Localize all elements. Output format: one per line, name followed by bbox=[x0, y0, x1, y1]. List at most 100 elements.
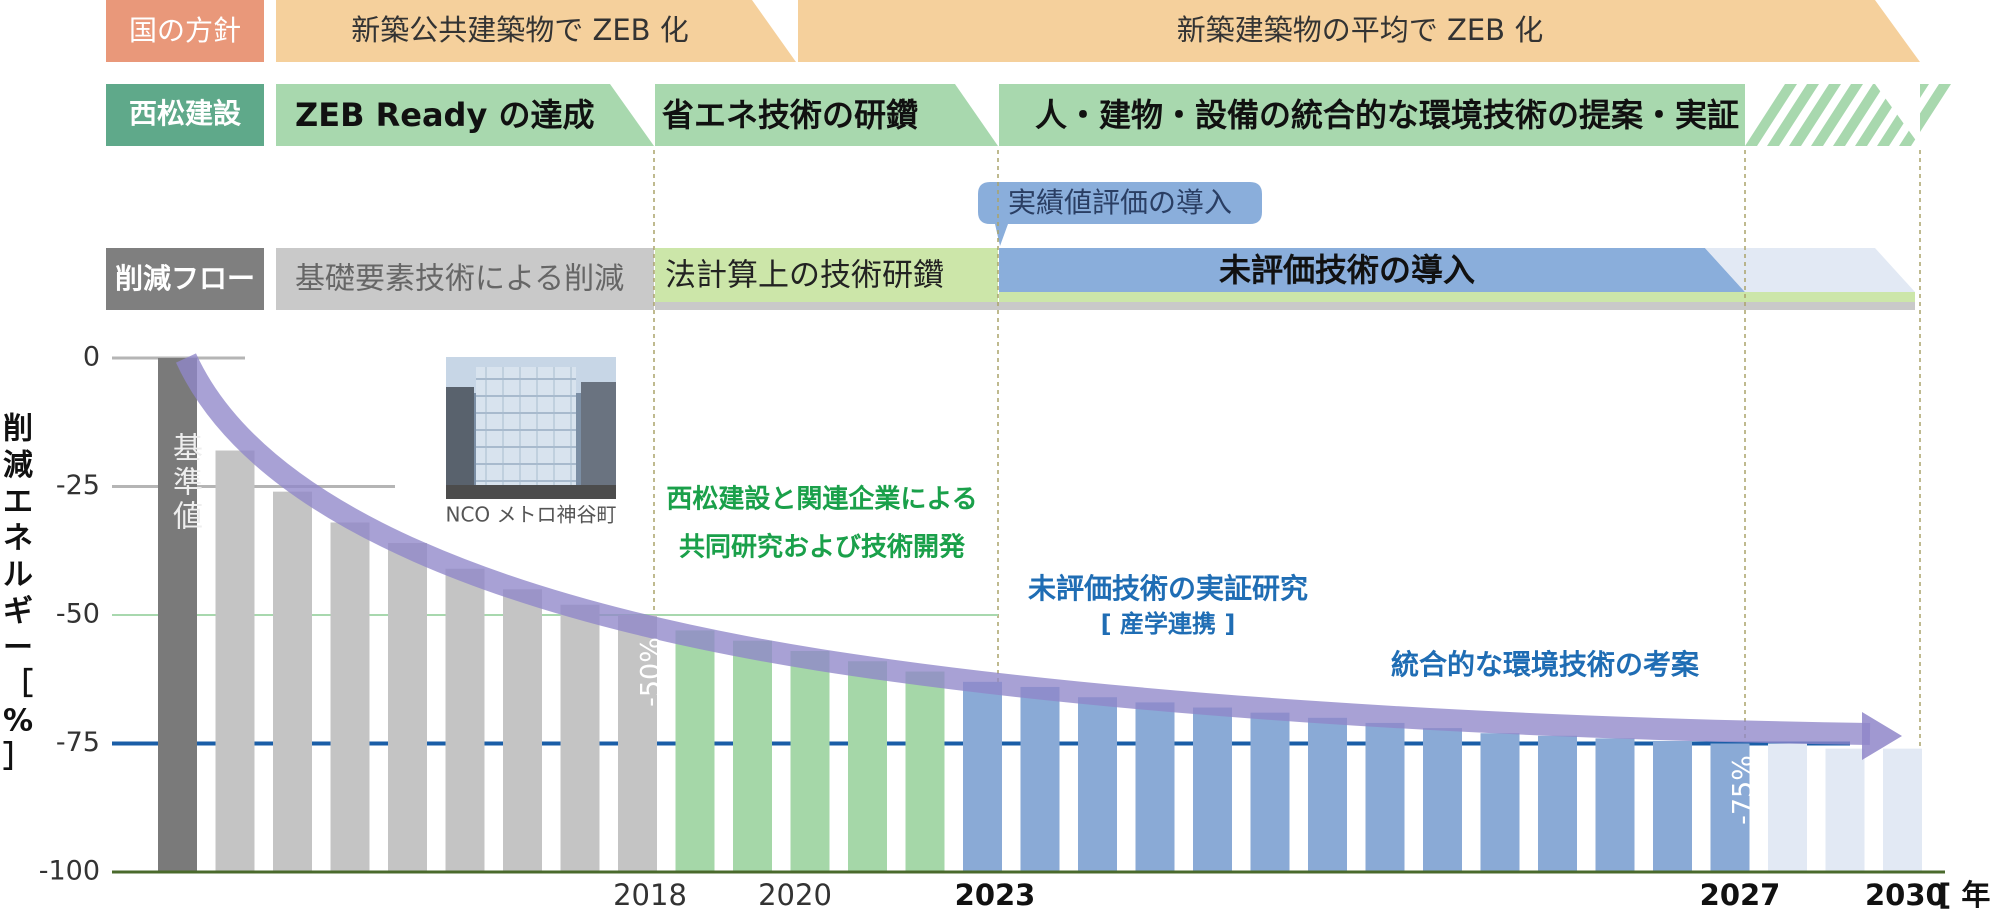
bar bbox=[1480, 733, 1520, 872]
marker-50: -50% bbox=[636, 637, 667, 707]
y-axis-label-char: ー bbox=[3, 631, 33, 666]
x-tick-label: 2020 bbox=[758, 878, 832, 912]
bar bbox=[445, 568, 485, 872]
policy-band-1 bbox=[276, 0, 796, 62]
flow-band-blue bbox=[999, 248, 1745, 292]
bar bbox=[1020, 686, 1060, 872]
policy-item-1: 新築公共建築物で ZEB 化 bbox=[351, 13, 689, 47]
flow-band-green bbox=[655, 248, 998, 302]
bar bbox=[1538, 735, 1577, 872]
baseline-label-char: 値 bbox=[173, 500, 203, 535]
company-band-1 bbox=[276, 84, 654, 146]
bar bbox=[1365, 722, 1405, 872]
y-axis-label-char: ］ bbox=[3, 740, 33, 775]
policy-label: 国の方針 bbox=[129, 14, 241, 47]
blue-annotation-3: 統合的な環境技術の考案 bbox=[1391, 648, 1700, 681]
bar bbox=[388, 543, 427, 872]
y-axis-label-char: ネ bbox=[3, 521, 33, 556]
flow-band-gray bbox=[276, 248, 654, 310]
trend-arrow-head bbox=[1862, 712, 1902, 760]
company-band-stripe bbox=[1833, 84, 1885, 146]
flow-item-3: 未評価技術の導入 bbox=[1219, 251, 1475, 289]
y-axis-label-char: エ bbox=[3, 485, 33, 520]
baseline-label-char: 基 bbox=[173, 432, 203, 467]
bar bbox=[905, 671, 945, 872]
policy-label-box bbox=[106, 0, 264, 62]
y-axis-label-char: 削 bbox=[3, 412, 33, 447]
bar bbox=[848, 661, 887, 872]
y-axis-label-char: 減 bbox=[3, 448, 33, 483]
green-annotation-1: 西松建設と関連企業による bbox=[666, 484, 977, 515]
company-label: 西松建設 bbox=[129, 97, 242, 130]
bar bbox=[330, 522, 370, 872]
flow-label-box bbox=[106, 248, 264, 310]
x-tick-label: 2027 bbox=[1700, 878, 1781, 912]
bar bbox=[1308, 717, 1347, 872]
building-photo-right bbox=[581, 382, 616, 499]
x-tick-label: 2023 bbox=[955, 878, 1036, 912]
company-item-2: 省エネ技術の研鑽 bbox=[662, 96, 918, 134]
y-axis-label-char: ［ bbox=[3, 667, 33, 702]
bar bbox=[1135, 702, 1175, 872]
bar bbox=[1653, 740, 1692, 872]
callout-bubble bbox=[978, 182, 1262, 246]
bar bbox=[733, 640, 772, 872]
bar bbox=[1423, 728, 1462, 872]
x-tick-label: 2030 bbox=[1865, 878, 1946, 912]
y-axis-label-char: ル bbox=[3, 558, 33, 593]
flow-band-under-gray bbox=[655, 302, 1915, 310]
photo-caption: NCO メトロ神谷町 bbox=[445, 503, 616, 527]
company-label-box bbox=[106, 84, 264, 146]
bar bbox=[1595, 738, 1635, 872]
company-band-stripe bbox=[1789, 84, 1841, 146]
building-photo-street bbox=[446, 485, 616, 499]
y-tick-label: 0 bbox=[83, 342, 100, 373]
y-axis-label-char: ギ bbox=[3, 594, 33, 629]
company-item-1: ZEB Ready の達成 bbox=[295, 96, 594, 134]
bar bbox=[1768, 743, 1807, 872]
flow-item-1: 基礎要素技術による削減 bbox=[295, 262, 624, 297]
bar bbox=[1193, 707, 1232, 872]
bar bbox=[503, 589, 542, 872]
bar bbox=[963, 681, 1002, 872]
blue-annotation-1: 未評価技術の実証研究 bbox=[1028, 572, 1308, 605]
x-axis-unit: [ 年 ] bbox=[1938, 878, 2000, 912]
company-band-stripe bbox=[1745, 84, 1797, 146]
y-axis-label-char: % bbox=[3, 704, 33, 739]
marker-75: -75% bbox=[1728, 755, 1759, 825]
trend-arrow-curve bbox=[175, 353, 1871, 745]
bar bbox=[1710, 743, 1750, 872]
flow-label: 削減フロー bbox=[115, 262, 255, 295]
bar bbox=[158, 358, 197, 872]
company-band-stripe bbox=[1767, 84, 1819, 146]
company-band-cut bbox=[1875, 84, 1920, 146]
y-tick-label: -50 bbox=[56, 599, 100, 630]
blue-annotation-2: [ 産学連携 ] bbox=[1101, 610, 1236, 638]
policy-item-2: 新築建築物の平均で ZEB 化 bbox=[1177, 13, 1544, 47]
bar bbox=[560, 604, 600, 872]
company-item-3: 人・建物・設備の統合的な環境技術の提案・実証 bbox=[1035, 96, 1739, 134]
company-band-stripe bbox=[1811, 84, 1863, 146]
company-band-2 bbox=[655, 84, 998, 146]
x-tick-label: 2018 bbox=[613, 878, 687, 912]
bar bbox=[1250, 712, 1290, 872]
building-photo-facade bbox=[476, 367, 576, 499]
bar bbox=[1825, 748, 1865, 872]
callout-text: 実績値評価の導入 bbox=[1008, 186, 1232, 219]
flow-item-2: 法計算上の技術研鑽 bbox=[665, 258, 944, 294]
bar bbox=[1883, 748, 1922, 872]
bar bbox=[215, 450, 255, 872]
y-tick-label: -75 bbox=[56, 727, 100, 758]
bar bbox=[273, 491, 312, 872]
bar bbox=[1078, 697, 1117, 872]
policy-band-2 bbox=[798, 0, 1920, 62]
flow-band-blue-light bbox=[1705, 248, 1915, 292]
baseline-label-char: 準 bbox=[173, 466, 203, 501]
y-tick-label: -100 bbox=[39, 856, 100, 887]
building-photo-left bbox=[446, 387, 474, 499]
y-tick-label: -25 bbox=[56, 470, 100, 501]
flow-band-under-green bbox=[999, 292, 1915, 302]
company-band-3 bbox=[999, 84, 1745, 146]
green-annotation-2: 共同研究および技術開発 bbox=[679, 532, 966, 563]
